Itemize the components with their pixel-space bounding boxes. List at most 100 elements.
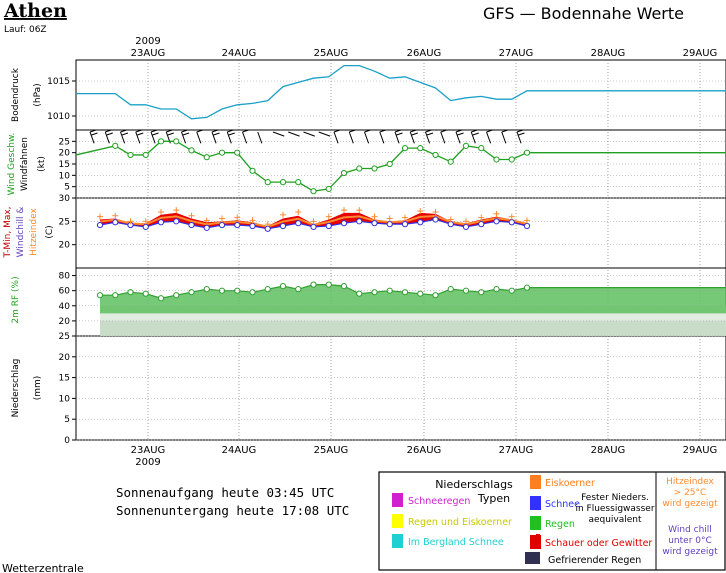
wind-barb-feather <box>455 129 463 133</box>
wind-point <box>142 151 149 159</box>
date-label-bottom: 29AUG <box>683 445 718 456</box>
wind-point <box>173 138 180 145</box>
tmin-point <box>203 224 210 231</box>
rh-point <box>371 289 378 296</box>
legend-swatch <box>392 514 403 528</box>
legend-item: Gefrierender Regen <box>548 555 641 566</box>
wind-barb-feather <box>518 132 525 136</box>
wind-point <box>249 167 256 174</box>
legend-heat-note: wird gezeigt <box>662 499 718 509</box>
rh-point <box>234 287 241 294</box>
run-label: Lauf: 06Z <box>4 25 47 35</box>
wind-barb-feather <box>150 129 158 133</box>
pressure-label: Bodendruck <box>11 67 21 122</box>
wind-point <box>371 165 378 172</box>
rh-point <box>157 295 165 302</box>
wind-barb-feather <box>105 129 112 133</box>
sunrise-text: Sonnenaufgang heute 03:45 UTC <box>116 485 334 500</box>
tmin-point <box>325 222 332 230</box>
tmin-point <box>234 221 241 229</box>
legend-swatch <box>530 475 541 489</box>
wind-barb <box>409 131 415 144</box>
wind-barb-feather <box>501 129 508 133</box>
y-tick-label: 20 <box>59 149 71 159</box>
rh-point <box>401 289 409 296</box>
tmin-point <box>386 221 393 228</box>
rh-point <box>203 286 210 293</box>
y-tick-label: 20 <box>59 241 71 251</box>
rh-point <box>523 284 531 291</box>
tmin-point <box>478 221 485 228</box>
y-tick-label: 25 <box>59 137 70 147</box>
wind-barb <box>211 131 217 144</box>
rh-point <box>127 289 134 296</box>
wind-barb <box>257 131 263 144</box>
y-tick-label: 10 <box>59 394 71 404</box>
wind-barb-feather <box>181 129 188 133</box>
precip-label: Niederschlag <box>11 359 21 418</box>
wind-barb <box>455 131 461 144</box>
wind-barb <box>120 131 126 144</box>
wind-barb <box>379 131 385 144</box>
wind-barb-feather <box>486 129 493 133</box>
y-tick-label: 10 <box>59 171 71 181</box>
temp-label-a: T-Min, Max, <box>3 206 13 258</box>
legend-swatch <box>392 534 403 548</box>
wind-point <box>264 179 271 186</box>
tmin-point <box>340 220 348 227</box>
wind-point <box>295 179 302 186</box>
wind-barb <box>348 131 354 144</box>
rh-point <box>218 287 226 294</box>
rh-point <box>310 281 317 288</box>
rh-point <box>279 283 287 290</box>
rh-point <box>386 287 393 294</box>
wind-barb <box>470 131 476 144</box>
legend-chill-note: unter 0°C <box>668 536 712 546</box>
wind-point <box>279 179 287 186</box>
wind-point <box>386 160 393 168</box>
y-tick-label: 25 <box>59 217 70 227</box>
legend-box <box>378 471 726 571</box>
temperature-panel <box>75 197 726 269</box>
wind-barb-feather <box>379 129 386 133</box>
wind-point <box>157 138 165 145</box>
wind-barb-feather <box>196 129 203 133</box>
legend-item: Regen und Eiskoerner <box>408 517 512 528</box>
tmin-point <box>188 221 195 229</box>
legend-swatch <box>392 493 403 507</box>
legend-item: Schauer oder Gewitter <box>545 538 652 549</box>
wind-barb-feather <box>152 132 159 136</box>
wind-barb <box>89 131 95 144</box>
wind-barb-feather <box>333 129 341 133</box>
rh-area <box>100 284 726 314</box>
date-label-top: 29AUG <box>683 48 718 59</box>
wind-unit: (kt) <box>37 156 47 172</box>
precip-unit: (mm) <box>33 376 43 401</box>
date-label-bottom: 23AUG <box>131 445 166 456</box>
rh-point <box>96 292 104 299</box>
tmin-point <box>401 221 409 228</box>
pressure-unit: (hPa) <box>33 83 43 106</box>
date-label-bottom: 27AUG <box>499 445 534 456</box>
tmin-point <box>462 223 470 231</box>
precipitation-panel <box>75 335 726 441</box>
tmin-point <box>432 216 439 223</box>
date-label-top: 26AUG <box>407 48 442 59</box>
legend-item: Eiskoerner <box>545 478 595 489</box>
wind-barb-feather <box>394 129 402 133</box>
y-tick-label: 80 <box>59 272 71 282</box>
wind-point <box>432 151 439 159</box>
y-tick-label: 15 <box>59 160 70 170</box>
wind-barb <box>272 131 285 137</box>
legend-title: Niederschlags <box>435 478 513 491</box>
wind-point <box>508 156 515 163</box>
tmin-point <box>508 219 515 226</box>
wind-barb-feather <box>349 129 356 133</box>
rh-point <box>340 283 348 290</box>
pressure-line <box>76 64 726 120</box>
tmin-point <box>249 222 256 230</box>
date-label-bottom: 24AUG <box>222 445 257 456</box>
y-tick-label: 1010 <box>47 112 70 122</box>
wind-barb-feather <box>137 132 144 136</box>
